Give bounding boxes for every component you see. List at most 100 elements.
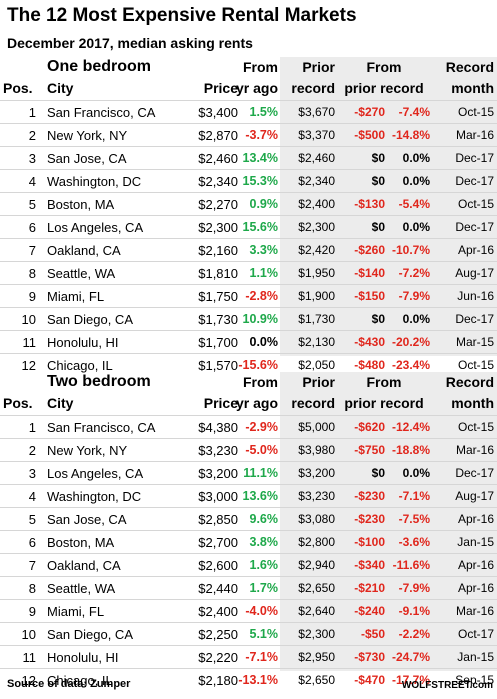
city-cell: Oakland, CA [47, 558, 121, 573]
table-row: 1 San Francisco, CA $4,380 -2.9% $5,000 -$620… [0, 415, 497, 439]
yr-ago-change-cell: 13.6% [242, 489, 278, 503]
position-cell: 1 [28, 105, 36, 120]
from-prior-dollar-cell: -$500 [354, 128, 385, 142]
record-month-cell: Oct-15 [457, 105, 494, 119]
from-prior-dollar-cell: $0 [371, 151, 385, 165]
section-title: Two bedroom [47, 373, 151, 390]
one-bedroom-table: One bedroom From Prior From Record Pos. City Pr… [0, 57, 497, 373]
record-month-cell: Jun-16 [457, 289, 494, 303]
prior-record-cell: $3,230 [298, 489, 335, 503]
record-month-cell: Dec-17 [455, 174, 494, 188]
position-cell: 6 [28, 535, 36, 550]
prior-record-cell: $2,650 [298, 581, 335, 595]
price-cell: $1,730 [198, 312, 238, 327]
header-from-prior-line2: prior record [344, 80, 424, 96]
record-month-cell: Aug-17 [455, 489, 494, 503]
header-from-prior-line2: prior record [344, 395, 424, 411]
city-cell: San Diego, CA [47, 312, 133, 327]
from-prior-pct-cell: -18.8% [391, 443, 430, 457]
prior-record-cell: $2,400 [298, 197, 335, 211]
table-row: 5 San Jose, CA $2,850 9.6% $3,080 -$230 -7.5% A… [0, 507, 497, 531]
prior-record-cell: $2,340 [298, 174, 335, 188]
from-prior-dollar-cell: -$260 [354, 243, 385, 257]
record-month-cell: Dec-17 [455, 151, 494, 165]
price-cell: $1,750 [198, 289, 238, 304]
from-prior-dollar-cell: -$750 [354, 443, 385, 457]
record-month-cell: Dec-17 [455, 220, 494, 234]
position-cell: 11 [22, 335, 37, 350]
city-cell: New York, NY [47, 443, 128, 458]
record-month-cell: Mar-15 [455, 335, 494, 349]
yr-ago-change-cell: 10.9% [242, 312, 278, 326]
yr-ago-change-cell: 1.6% [249, 558, 279, 572]
prior-record-cell: $2,950 [298, 650, 335, 664]
table-row: 12 Chicago, IL $2,180 -13.1% $2,650 -$470 -17.… [0, 668, 497, 692]
record-month-cell: Apr-16 [457, 581, 494, 595]
table-row: 3 San Jose, CA $2,460 13.4% $2,460 $0 0.0% Dec-… [0, 146, 497, 170]
record-month-cell: Oct-15 [457, 420, 494, 434]
prior-record-cell: $3,980 [298, 443, 335, 457]
from-prior-pct-cell: -20.2% [391, 335, 430, 349]
table-row: 9 Miami, FL $1,750 -2.8% $1,900 -$150 -7.9% Jun… [0, 284, 497, 308]
from-prior-dollar-cell: $0 [371, 174, 385, 188]
yr-ago-change-cell: 3.3% [249, 243, 279, 257]
from-prior-pct-cell: -17.7% [391, 673, 430, 687]
yr-ago-change-cell: 15.6% [242, 220, 278, 234]
header-from-prior-line1: From [366, 374, 402, 390]
prior-record-cell: $3,670 [298, 105, 335, 119]
record-month-cell: Sep-15 [455, 673, 494, 687]
prior-record-cell: $2,650 [298, 673, 335, 687]
prior-record-shading [280, 372, 497, 671]
from-prior-pct-cell: -9.1% [398, 604, 430, 618]
prior-record-cell: $2,300 [298, 627, 335, 641]
price-cell: $3,200 [198, 466, 238, 481]
page-subtitle: December 2017, median asking rents [7, 35, 253, 51]
city-cell: Los Angeles, CA [47, 466, 144, 481]
yr-ago-change-cell: 9.6% [249, 512, 279, 526]
prior-record-cell: $2,800 [298, 535, 335, 549]
position-cell: 6 [28, 220, 36, 235]
price-cell: $2,700 [198, 535, 238, 550]
header-prior-line1: Prior [302, 59, 335, 75]
record-month-cell: Dec-17 [455, 312, 494, 326]
yr-ago-change-cell: 1.5% [249, 105, 279, 119]
prior-record-cell: $1,900 [298, 289, 335, 303]
from-prior-dollar-cell: -$140 [354, 266, 385, 280]
city-cell: San Diego, CA [47, 627, 133, 642]
price-cell: $2,300 [198, 220, 238, 235]
position-cell: 1 [28, 420, 36, 435]
record-month-cell: Apr-16 [457, 558, 494, 572]
header-city: City [47, 395, 74, 411]
header-record-month-line1: Record [445, 374, 494, 390]
from-prior-pct-cell: -5.4% [398, 197, 430, 211]
brand-label: WOLFSTREET.com [401, 680, 493, 691]
prior-record-cell: $2,420 [298, 243, 335, 257]
yr-ago-change-cell: 15.3% [242, 174, 278, 188]
record-month-cell: Jan-15 [457, 535, 494, 549]
position-cell: 2 [28, 443, 36, 458]
record-month-cell: Jan-15 [457, 650, 494, 664]
position-cell: 9 [28, 604, 36, 619]
from-prior-dollar-cell: -$230 [354, 489, 385, 503]
table-row: 5 Boston, MA $2,270 0.9% $2,400 -$130 -5.4% Oct… [0, 192, 497, 216]
record-month-cell: Apr-16 [457, 512, 494, 526]
from-prior-pct-cell: -3.6% [398, 535, 430, 549]
header-price: Price [203, 80, 238, 96]
price-cell: $1,810 [198, 266, 238, 281]
header-price: Price [203, 395, 238, 411]
record-month-cell: Mar-16 [455, 128, 494, 142]
yr-ago-change-cell: 11.1% [243, 466, 278, 480]
table-row: 8 Seattle, WA $2,440 1.7% $2,650 -$210 -7.9% Ap… [0, 576, 497, 600]
position-cell: 4 [28, 174, 36, 189]
table-row: 10 San Diego, CA $1,730 10.9% $1,730 $0 0.0% De… [0, 307, 497, 331]
record-month-cell: Oct-17 [457, 627, 494, 641]
record-month-cell: Apr-16 [457, 243, 494, 257]
prior-record-cell: $2,640 [298, 604, 335, 618]
from-prior-pct-cell: -24.7% [391, 650, 430, 664]
prior-record-cell: $3,370 [298, 128, 335, 142]
from-prior-pct-cell: -10.7% [391, 243, 430, 257]
position-cell: 3 [28, 151, 36, 166]
from-prior-dollar-cell: -$210 [354, 581, 385, 595]
yr-ago-change-cell: 0.0% [249, 335, 279, 349]
table-row: 11 Honolulu, HI $2,220 -7.1% $2,950 -$730 -24.… [0, 645, 497, 669]
